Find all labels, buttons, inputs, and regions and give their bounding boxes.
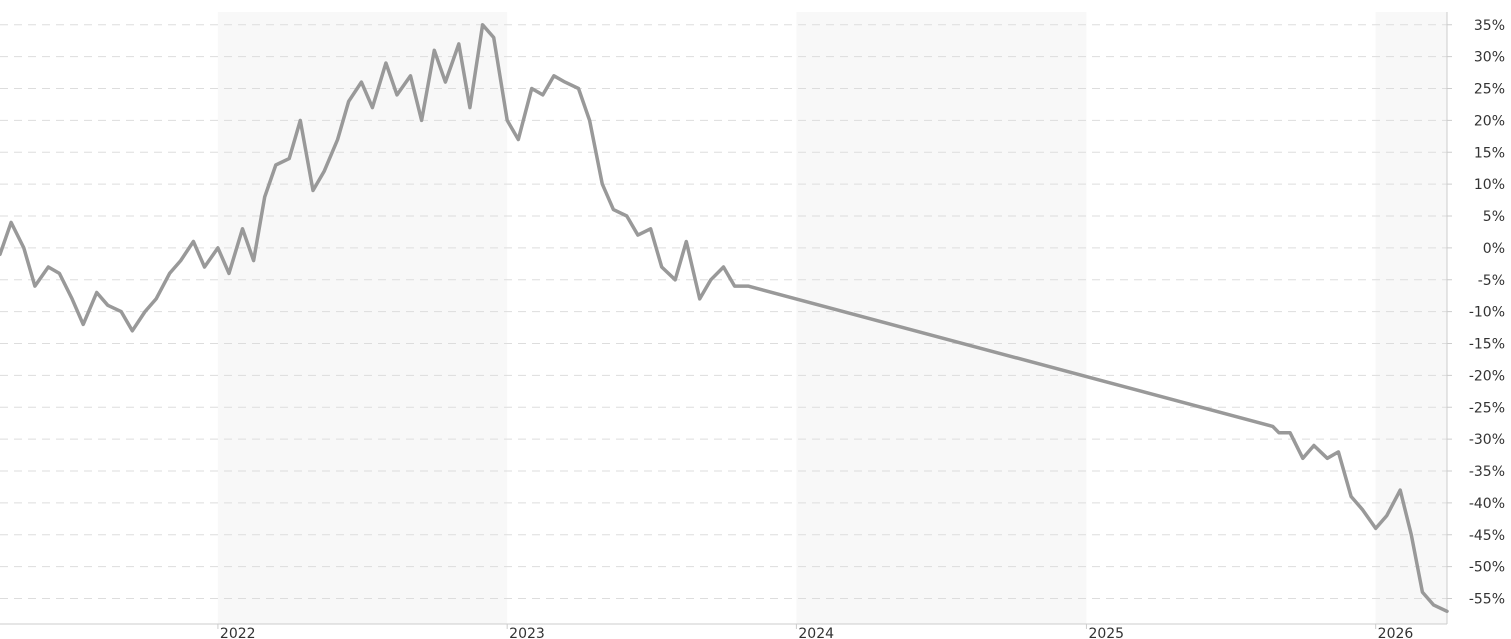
y-tick-label: -10% bbox=[1469, 305, 1505, 321]
y-tick-label: -5% bbox=[1478, 273, 1505, 289]
y-tick-label: -20% bbox=[1469, 368, 1505, 384]
y-axis-ticks: 35% 30% 25% 20% 15% 10% 5% 0% -5% -10% -15% -20% -25… bbox=[1447, 18, 1505, 608]
x-tick-label: 2026 bbox=[1378, 626, 1414, 639]
x-axis-ticks: 2022 2023 2024 2025 2026 bbox=[217, 624, 1414, 639]
axis-lines bbox=[0, 12, 1448, 625]
year-band-2024 bbox=[796, 12, 1087, 624]
y-tick-label: -40% bbox=[1469, 496, 1505, 512]
y-tick-label: 25% bbox=[1474, 82, 1505, 98]
y-tick-label: -45% bbox=[1469, 528, 1505, 544]
series-line bbox=[0, 23, 1449, 614]
y-tick-label: -25% bbox=[1469, 400, 1505, 416]
x-tick-label: 2024 bbox=[798, 626, 834, 639]
y-tick-label: -30% bbox=[1469, 432, 1505, 448]
y-tick-label: 30% bbox=[1474, 50, 1505, 66]
year-bands bbox=[217, 12, 1447, 624]
y-tick-label: -35% bbox=[1469, 464, 1505, 480]
x-tick-label: 2022 bbox=[220, 626, 256, 639]
y-tick-label: 10% bbox=[1474, 177, 1505, 193]
year-band-2022 bbox=[217, 12, 508, 624]
x-tick-label: 2023 bbox=[509, 626, 545, 639]
y-tick-label: -50% bbox=[1469, 560, 1505, 576]
y-tick-label: 0% bbox=[1483, 241, 1505, 257]
gridlines bbox=[0, 24, 1447, 599]
y-tick-label: 5% bbox=[1483, 209, 1505, 225]
y-tick-label: -15% bbox=[1469, 337, 1505, 353]
year-band-2026 bbox=[1375, 12, 1447, 624]
y-tick-label: 35% bbox=[1474, 18, 1505, 34]
y-tick-label: -55% bbox=[1469, 592, 1505, 608]
y-tick-label: 20% bbox=[1474, 113, 1505, 129]
y-tick-label: 15% bbox=[1474, 145, 1505, 161]
x-tick-label: 2025 bbox=[1088, 626, 1124, 639]
